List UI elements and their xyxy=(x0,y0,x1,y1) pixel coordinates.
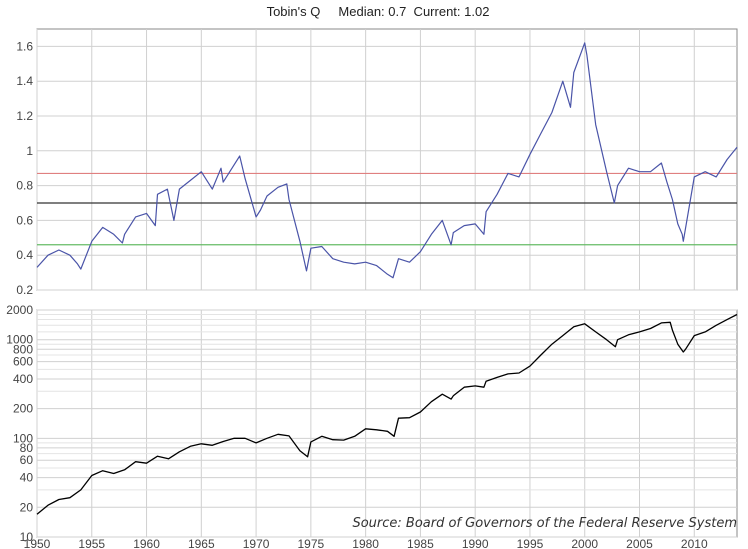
xtick-label: 2010 xyxy=(681,537,708,549)
q-ytick-label: 1.2 xyxy=(16,109,33,123)
xtick-label: 1975 xyxy=(298,537,325,549)
xtick-label: 1965 xyxy=(188,537,215,549)
q-ytick-label: 0.4 xyxy=(16,248,33,262)
sp-ytick-label: 400 xyxy=(13,372,33,386)
xtick-label: 1995 xyxy=(517,537,544,549)
xtick-label: 1970 xyxy=(243,537,270,549)
sp-ytick-label: 10 xyxy=(20,530,34,544)
sp-ytick-label: 800 xyxy=(13,342,33,356)
q-ytick-label: 1 xyxy=(26,144,33,158)
sp-ytick-label: 60 xyxy=(20,453,34,467)
q-ytick-label: 1.6 xyxy=(16,39,33,53)
q-plot-area xyxy=(36,28,738,291)
xtick-label: 2005 xyxy=(626,537,653,549)
sp-ytick-label: 100 xyxy=(13,431,33,445)
xtick-label: 1985 xyxy=(407,537,434,549)
sp-ytick-label: 200 xyxy=(13,402,33,416)
tobins-q-series xyxy=(36,42,738,279)
tobins-q-panel: 0.2 0.4 0.6 0.8 1 1.2 1.4 1.6 xyxy=(16,28,738,297)
xtick-label: 1955 xyxy=(78,537,105,549)
q-ytick-label: 0.8 xyxy=(16,179,33,193)
sp-ytick-label: 600 xyxy=(13,355,33,369)
sp-ytick-label: 80 xyxy=(20,441,34,455)
xtick-label: 1960 xyxy=(133,537,160,549)
sp-ytick-label: 1000 xyxy=(6,333,33,347)
sp-composite-series xyxy=(36,313,738,515)
source-note: Source: Board of Governors of the Federa… xyxy=(352,516,737,531)
chart-title: Tobin's Q Median: 0.7 Current: 1.02 xyxy=(267,4,490,19)
xtick-label: 1950 xyxy=(24,537,51,549)
q-ytick-label: 0.2 xyxy=(16,283,33,297)
sp-plot-area xyxy=(36,309,738,538)
sp-ytick-label: 40 xyxy=(20,471,34,485)
sp-ytick-label: 2000 xyxy=(6,303,33,317)
sp-ytick-label: 20 xyxy=(20,500,34,514)
q-ytick-label: 0.6 xyxy=(16,213,33,227)
q-ytick-label: 1.4 xyxy=(16,74,33,88)
xtick-label: 1990 xyxy=(462,537,489,549)
xtick-label: 2000 xyxy=(571,537,598,549)
xtick-label: 1980 xyxy=(352,537,379,549)
